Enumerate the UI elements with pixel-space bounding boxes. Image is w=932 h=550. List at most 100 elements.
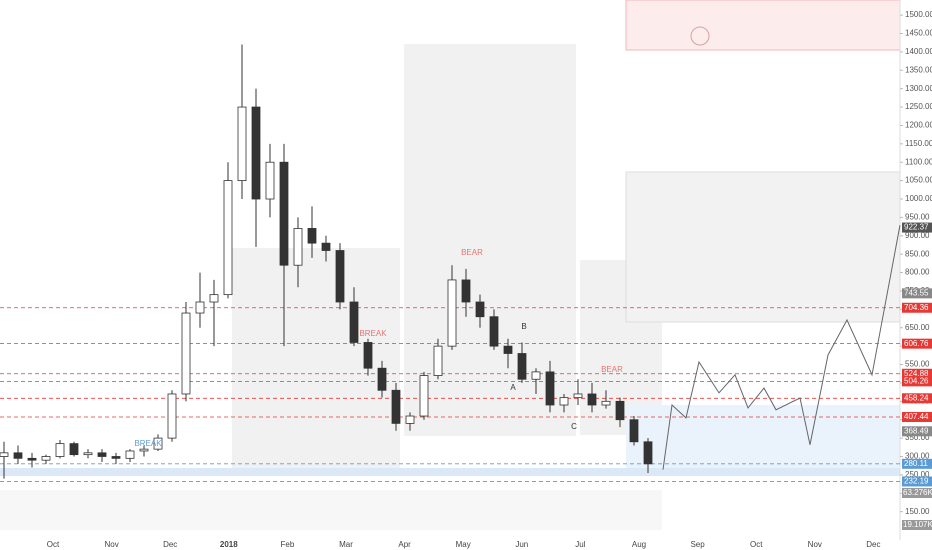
candle-body bbox=[167, 393, 177, 439]
y-tick-label: 150.00 bbox=[905, 507, 930, 516]
candle-body bbox=[97, 452, 107, 457]
price-label: 606.76 bbox=[904, 339, 929, 348]
candle-body bbox=[573, 393, 583, 399]
price-tag bbox=[902, 302, 932, 313]
y-tick-label: 1300.00 bbox=[905, 84, 932, 93]
candle-body bbox=[69, 443, 79, 456]
candle-body bbox=[237, 106, 247, 182]
zone bbox=[404, 44, 576, 436]
y-tick-label: 1500.00 bbox=[905, 10, 932, 19]
candle-body bbox=[279, 161, 289, 266]
candle-body bbox=[27, 457, 37, 461]
candle-body bbox=[447, 279, 457, 347]
candle-body bbox=[391, 389, 401, 424]
y-tick-label: 1150.00 bbox=[905, 139, 932, 148]
x-tick-label: Nov bbox=[104, 540, 118, 549]
candle-body bbox=[587, 393, 597, 406]
annotation: BREAK bbox=[359, 329, 387, 338]
candle-body bbox=[349, 301, 359, 343]
candle-body bbox=[545, 371, 555, 406]
y-tick-label: 1450.00 bbox=[905, 29, 932, 38]
volume-label: 63.276K bbox=[903, 488, 932, 497]
projection-line bbox=[662, 225, 901, 470]
volume-label: 19.107K bbox=[903, 520, 932, 529]
y-tick-label: 350.00 bbox=[905, 433, 930, 442]
blue-zone bbox=[626, 405, 900, 471]
candle-body bbox=[363, 342, 373, 369]
candle-body bbox=[83, 452, 93, 456]
y-tick-label: 900.00 bbox=[905, 231, 930, 240]
annotation: C bbox=[571, 422, 577, 431]
candle-body bbox=[251, 106, 261, 200]
volume-tag bbox=[902, 488, 932, 498]
candle-body bbox=[503, 345, 513, 354]
x-tick-label: Jul bbox=[575, 540, 585, 549]
y-tick-label: 1250.00 bbox=[905, 102, 932, 111]
price-label: 704.36 bbox=[904, 303, 929, 312]
candle-body bbox=[111, 456, 121, 459]
y-tick-label: 1100.00 bbox=[905, 157, 932, 166]
x-tick-label: Jun bbox=[515, 540, 528, 549]
annotation: B bbox=[521, 322, 526, 331]
annotation: A bbox=[510, 383, 516, 392]
y-tick-label: 300.00 bbox=[905, 452, 930, 461]
price-label: 524.88 bbox=[904, 369, 929, 378]
candle-body bbox=[181, 312, 191, 395]
candle-body bbox=[629, 419, 639, 443]
y-tick-label: 550.00 bbox=[905, 360, 930, 369]
price-label: 743.55 bbox=[904, 288, 929, 297]
candle-body bbox=[531, 371, 541, 380]
candle-body bbox=[377, 367, 387, 391]
candle-body bbox=[559, 397, 569, 406]
x-tick-label: 2018 bbox=[220, 540, 238, 549]
x-tick-label: May bbox=[456, 540, 471, 549]
support-band bbox=[0, 468, 900, 476]
candle-body bbox=[307, 228, 317, 244]
price-tag bbox=[902, 376, 932, 387]
y-tick-label: 650.00 bbox=[905, 323, 930, 332]
x-tick-label: Dec bbox=[866, 540, 880, 549]
x-tick-label: Apr bbox=[398, 540, 411, 549]
price-tag bbox=[902, 368, 932, 379]
volume-area bbox=[0, 490, 662, 530]
icon bbox=[690, 26, 710, 46]
y-tick-label: 1000.00 bbox=[905, 194, 932, 203]
price-label: 458.24 bbox=[904, 393, 929, 402]
candle-body bbox=[419, 375, 429, 417]
y-tick-label: 250.00 bbox=[905, 470, 930, 479]
annotation: BREAK bbox=[134, 439, 162, 448]
candle-body bbox=[0, 452, 9, 457]
x-tick-label: Aug bbox=[632, 540, 646, 549]
candle-body bbox=[223, 180, 233, 296]
price-axis bbox=[900, 0, 932, 550]
price-tag bbox=[902, 338, 932, 349]
price-tag bbox=[902, 476, 932, 487]
y-tick-label: 800.00 bbox=[905, 268, 930, 277]
candle-body bbox=[321, 242, 331, 251]
x-tick-label: Feb bbox=[281, 540, 295, 549]
x-tick-label: Mar bbox=[339, 540, 353, 549]
price-tag bbox=[902, 288, 932, 299]
candle-body bbox=[195, 301, 205, 314]
x-tick-label: Dec bbox=[163, 540, 177, 549]
candle-body bbox=[461, 279, 471, 303]
candle-body bbox=[293, 228, 303, 266]
price-label: 504.26 bbox=[904, 376, 929, 385]
volume-tag bbox=[902, 520, 932, 530]
zone bbox=[232, 248, 400, 468]
candle-body bbox=[405, 415, 415, 424]
candle-body bbox=[125, 450, 135, 459]
price-tag bbox=[902, 426, 932, 437]
candle-body bbox=[433, 345, 443, 376]
target-zone bbox=[625, 0, 901, 51]
candle-body bbox=[489, 316, 499, 347]
candle-body bbox=[615, 400, 625, 421]
x-tick-label: Oct bbox=[47, 540, 60, 549]
candle-body bbox=[55, 443, 65, 457]
price-tag bbox=[902, 393, 932, 404]
price-label: 280.11 bbox=[904, 459, 928, 468]
price-label: 368.49 bbox=[904, 426, 929, 435]
y-tick-label: 850.00 bbox=[905, 249, 930, 258]
